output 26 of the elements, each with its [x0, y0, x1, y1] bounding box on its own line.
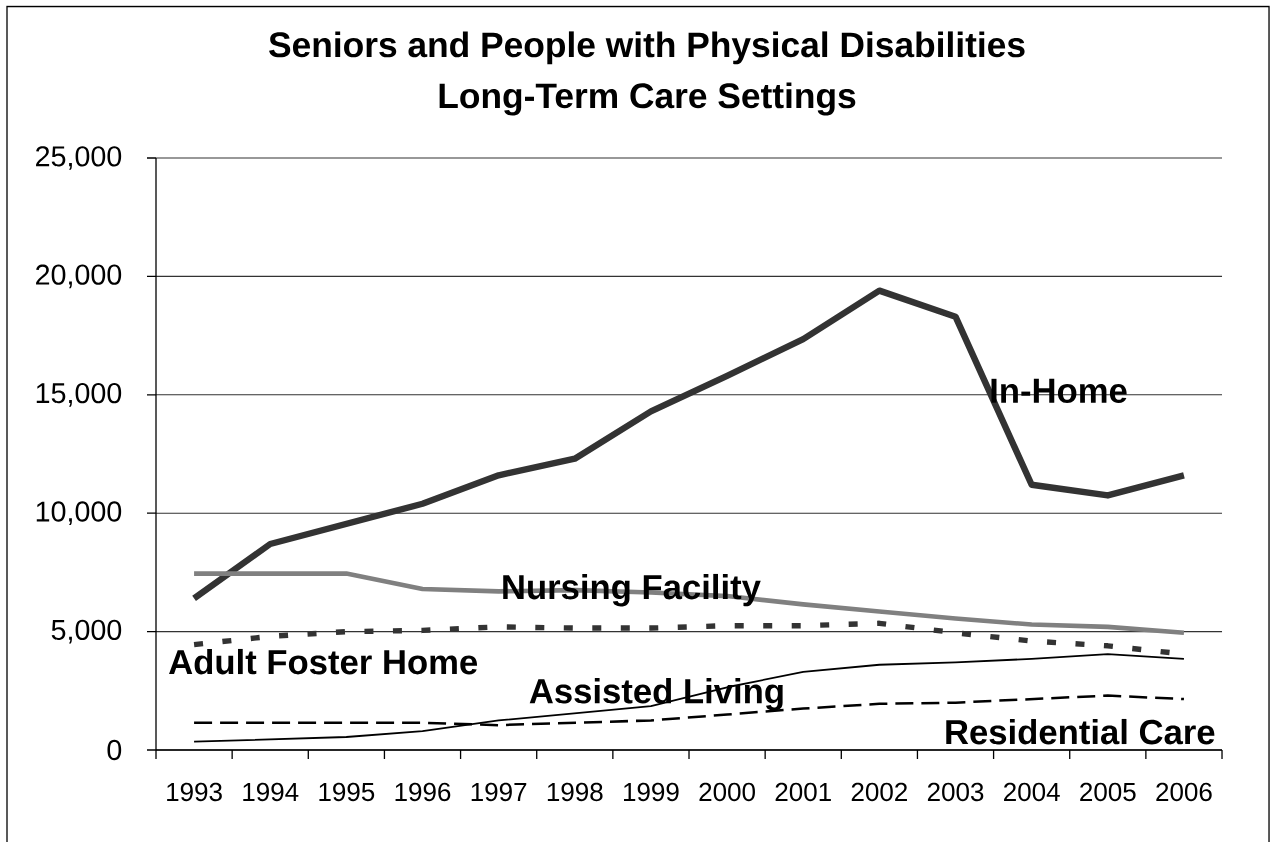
chart-subtitle: Long-Term Care Settings — [439, 82, 856, 116]
x-tick-label: 2006 — [1156, 782, 1212, 802]
x-tick-label: 2005 — [1080, 782, 1136, 802]
x-tick-label: 1993 — [167, 782, 222, 802]
x-tick-label: 1996 — [395, 782, 451, 802]
chart-title: Seniors and People with Physical Disabilities — [269, 31, 1025, 65]
x-tick-label: 2001 — [775, 782, 831, 802]
x-tick-label: 2004 — [1004, 782, 1060, 802]
x-tick-label: 1995 — [319, 782, 375, 802]
y-tick-label: 15,000 — [36, 382, 122, 407]
y-tick-label: 25,000 — [36, 146, 122, 170]
series-label: Nursing Facility — [503, 573, 761, 607]
x-tick-label: 1998 — [547, 782, 603, 802]
x-tick-label: 2000 — [699, 782, 755, 802]
series-label: Residential Care — [946, 718, 1215, 745]
x-tick-label: 1994 — [243, 782, 299, 802]
y-tick-label: 10,000 — [36, 501, 122, 526]
x-tick-label: 2002 — [851, 782, 907, 802]
y-tick-label: 0 — [107, 739, 122, 761]
x-tick-label: 1999 — [624, 782, 679, 802]
series-label: Assisted Living — [529, 678, 783, 711]
y-tick-label: 5,000 — [51, 619, 122, 644]
series-label: Adult Foster Home — [169, 648, 478, 675]
x-tick-label: 1997 — [471, 782, 527, 802]
y-tick-label: 20,000 — [36, 264, 122, 289]
x-tick-label: 2003 — [927, 782, 984, 802]
